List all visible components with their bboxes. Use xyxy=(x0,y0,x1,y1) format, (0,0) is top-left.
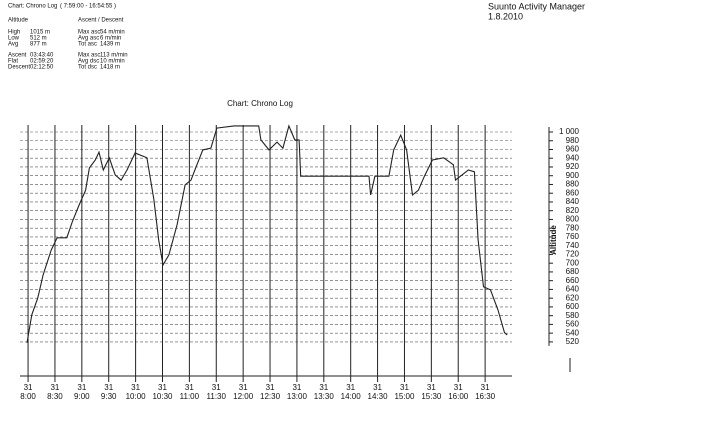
y-tick-label: 820 xyxy=(566,206,580,215)
y-tick-label: 680 xyxy=(566,267,580,276)
chart-title: Chart: Chrono Log xyxy=(227,99,293,108)
stat-value: 10 m/min xyxy=(100,59,125,65)
ascent-heading: Ascent / Descent xyxy=(78,18,124,24)
x-tick-label: 31 16:30 xyxy=(475,383,496,401)
y-tick-label: 760 xyxy=(566,232,580,241)
y-tick-label: 640 xyxy=(566,285,580,294)
stat-label: Tot dsc xyxy=(78,65,97,71)
x-tick-label: 31 15:00 xyxy=(394,383,415,401)
y-tick-label: 860 xyxy=(566,188,580,197)
header-range: ( 7:59:00 - 16:54:55 ) xyxy=(60,4,116,10)
altitude-heading: Altitude xyxy=(8,18,29,24)
stat-label: Max asc xyxy=(78,53,100,59)
x-tick-label: 31 10:30 xyxy=(152,383,173,401)
stat-label: Descent xyxy=(8,65,30,71)
y-tick-label: 740 xyxy=(566,241,580,250)
y-tick-label: 620 xyxy=(566,293,580,302)
stat-value: 02:12:50 xyxy=(30,65,54,71)
y-tick-label: 1 000 xyxy=(559,127,580,136)
x-tick-label: 31 12:00 xyxy=(233,383,254,401)
y-tick-label: 940 xyxy=(566,153,580,162)
stat-label: Max asc xyxy=(78,30,100,36)
stat-label: Low xyxy=(8,36,20,42)
x-tick-label: 31 10:00 xyxy=(126,383,147,401)
stat-value: 54 m/min xyxy=(100,30,125,36)
stat-label: Flat xyxy=(8,59,18,65)
y-tick-label: 980 xyxy=(566,136,580,145)
stat-value: 113 m/min xyxy=(100,53,128,59)
x-tick-label: 31 8:00 xyxy=(20,383,36,401)
report-date: 1.8.2010 xyxy=(488,11,523,21)
y-tick-label: 780 xyxy=(566,223,580,232)
x-tick-label: 31 15:30 xyxy=(421,383,442,401)
y-tick-label: 700 xyxy=(566,258,580,267)
y-tick-label: 560 xyxy=(566,320,580,329)
x-tick-label: 31 14:30 xyxy=(368,383,389,401)
stat-value: 877 m xyxy=(30,42,47,48)
x-tick-label: 31 16:00 xyxy=(448,383,469,401)
y-tick-label: 520 xyxy=(566,337,580,346)
x-tick-label: 31 12:30 xyxy=(260,383,281,401)
stat-label: Tot asc xyxy=(78,42,97,48)
x-tick-label: 31 13:00 xyxy=(287,383,308,401)
y-tick-label: 720 xyxy=(566,250,580,259)
y-tick-label: 600 xyxy=(566,302,580,311)
x-tick-label: 31 9:00 xyxy=(74,383,90,401)
y-tick-label: 920 xyxy=(566,162,580,171)
y-axis-title: Altitude xyxy=(549,225,558,255)
stat-value: 1439 m xyxy=(100,42,120,48)
stat-value: 6 m/min xyxy=(100,36,121,42)
x-tick-label: 31 11:30 xyxy=(207,383,227,401)
y-tick-label: 840 xyxy=(566,197,580,206)
stat-value: 02:59:20 xyxy=(30,59,54,65)
stat-value: 03:43:40 xyxy=(30,53,54,59)
stat-label: Avg dsc xyxy=(78,59,99,65)
app-name: Suunto Activity Manager xyxy=(488,1,585,11)
stat-label: Avg xyxy=(8,42,18,48)
y-tick-label: 960 xyxy=(566,145,580,154)
stat-label: Avg asc xyxy=(78,36,99,42)
stat-value: 1015 m xyxy=(30,30,50,36)
x-tick-label: 31 11:00 xyxy=(180,383,200,401)
x-tick-label: 31 9:30 xyxy=(101,383,117,401)
y-tick-label: 540 xyxy=(566,328,580,337)
y-tick-label: 900 xyxy=(566,171,580,180)
altitude-line xyxy=(26,124,508,343)
y-tick-label: 660 xyxy=(566,276,580,285)
y-tick-label: 580 xyxy=(566,311,580,320)
header-title: Chart: Chrono Log xyxy=(8,4,57,10)
stat-value: 512 m xyxy=(30,36,47,42)
stat-label: High xyxy=(8,30,20,36)
x-tick-label: 31 14:00 xyxy=(341,383,362,401)
x-tick-label: 31 13:30 xyxy=(314,383,335,401)
stat-value: 1418 m xyxy=(100,65,120,71)
stat-label: Ascent xyxy=(8,53,27,59)
x-tick-label: 31 8:30 xyxy=(47,383,63,401)
y-tick-label: 880 xyxy=(566,180,580,189)
y-tick-label: 800 xyxy=(566,215,580,224)
